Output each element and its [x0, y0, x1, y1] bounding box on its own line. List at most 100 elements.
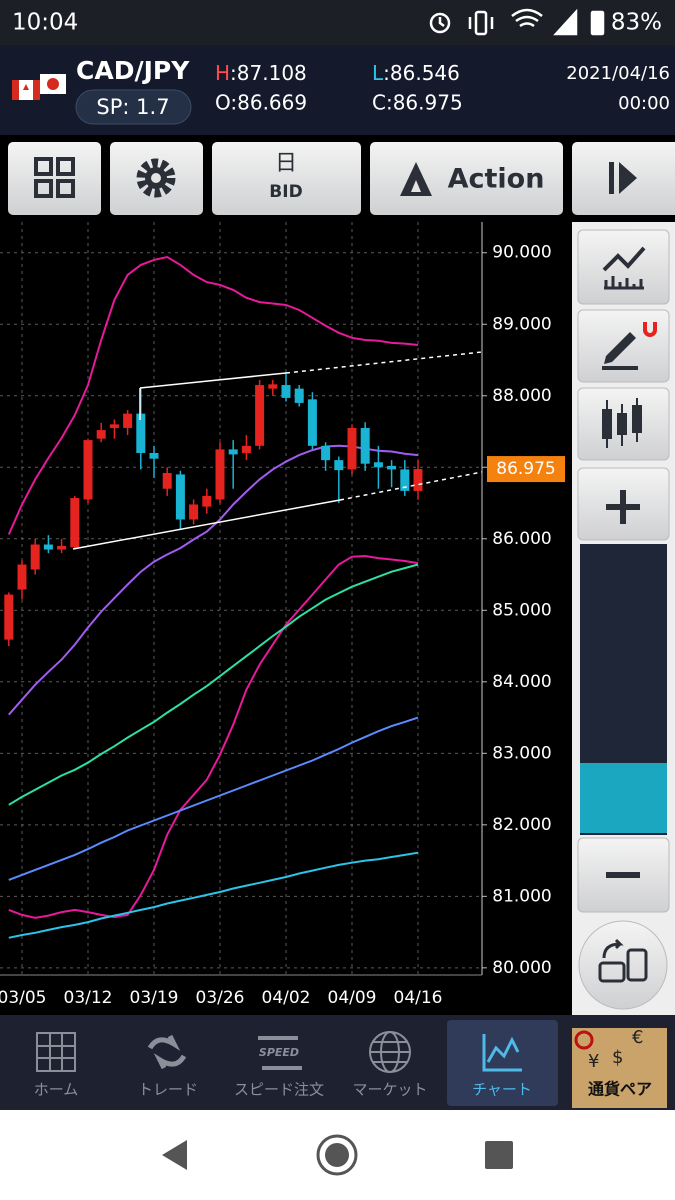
candle-style-button[interactable] [577, 387, 670, 461]
candle-body [17, 564, 27, 590]
icon-symbol: € [632, 1027, 643, 1048]
home-button[interactable] [316, 1134, 358, 1176]
low-value: :86.546 [383, 61, 460, 85]
candle-body [281, 385, 291, 398]
status-battery: 83% [611, 10, 662, 36]
nav-label: マーケット [352, 1081, 427, 1099]
candle-body [215, 449, 225, 500]
candle-body [294, 388, 304, 403]
action-label: Action [448, 164, 545, 195]
indicator-line [7, 255, 419, 535]
indicator-button[interactable] [577, 229, 670, 305]
candle-body [4, 594, 14, 640]
x-tick-label: 03/26 [196, 988, 245, 1008]
candle-body [70, 498, 80, 548]
spread: SP: 1.7 [96, 95, 169, 119]
candle-body [136, 413, 146, 453]
candle-body [30, 544, 40, 570]
zoom-out-button[interactable] [577, 837, 670, 913]
candle-body [347, 427, 357, 470]
plot [4, 255, 423, 939]
indicator-line [8, 563, 419, 806]
candle-body [149, 452, 159, 459]
layout-button[interactable] [8, 142, 101, 215]
header-time: 00:00 [618, 93, 670, 114]
candle-body [307, 399, 317, 446]
candle-body [175, 474, 185, 520]
y-tick-label: 85.000 [492, 600, 551, 620]
zoom-in-button[interactable] [577, 467, 670, 541]
candle-body [400, 469, 410, 491]
y-tick-label: 80.000 [492, 958, 551, 978]
low-price: L:86.546 [372, 61, 460, 85]
candle-body [202, 495, 212, 507]
nav-label: スピード注文 [234, 1081, 324, 1099]
trendlines [72, 351, 483, 550]
candle-body [109, 424, 119, 428]
y-tick-label: 81.000 [492, 886, 551, 906]
icon-symbol: ¥ [588, 1051, 599, 1072]
nav-label: トレード [138, 1081, 198, 1099]
candle-body [373, 462, 383, 468]
candle-body [268, 384, 278, 389]
chart: 80.000 81.000 82.000 83.000 84.000 85.000 86.0… [0, 222, 565, 1008]
recents-button[interactable] [485, 1141, 513, 1169]
status-bar [0, 0, 675, 45]
nav-labels: ホーム トレード スピード注文 マーケット チャート 通貨ペア [34, 1080, 652, 1099]
nav-icons [36, 1031, 522, 1073]
candle-body [189, 504, 199, 520]
zoom-slider[interactable] [580, 544, 667, 835]
candle-body [321, 445, 331, 461]
current-price-tag [487, 456, 565, 483]
speed-icon-label: SPEED [259, 1046, 299, 1059]
nav-label: チャート [472, 1081, 532, 1099]
nav-label: 通貨ペア [588, 1080, 652, 1099]
rotate-button[interactable] [578, 920, 668, 1010]
x-tick-label: 03/05 [0, 988, 47, 1008]
y-tick-label: 89.000 [492, 314, 551, 334]
nav-label: ホーム [34, 1081, 79, 1099]
price-type-label: BID [269, 182, 302, 202]
candle-body [413, 469, 423, 491]
y-tick-label: 84.000 [492, 672, 551, 692]
period-button[interactable]: 日 BID [212, 142, 361, 215]
candle-body [57, 545, 67, 550]
candle-body [123, 413, 133, 428]
candle-body [83, 440, 93, 500]
icon-symbol: $ [612, 1047, 623, 1068]
open-price: O:86.669 [215, 91, 307, 115]
candle-body [162, 473, 172, 489]
nav-selected-bg [447, 1020, 558, 1106]
candle-body [334, 460, 344, 471]
drawing-button[interactable] [577, 309, 670, 383]
candle-body [96, 430, 106, 439]
bottom-nav [0, 1015, 675, 1110]
status-time: 10:04 [12, 10, 78, 36]
y-tick-label: 86.000 [492, 529, 551, 549]
y-tick-label: 90.000 [492, 243, 551, 263]
indicator-line [8, 716, 419, 881]
x-tick-label: 04/16 [394, 988, 443, 1008]
candle-body [360, 427, 370, 464]
period-label: 日 [275, 151, 297, 176]
play-button[interactable] [572, 142, 675, 215]
settings-button[interactable] [110, 142, 203, 215]
back-button[interactable] [162, 1140, 187, 1170]
y-tick-label: 83.000 [492, 743, 551, 763]
current-price-label: 86.975 [496, 459, 555, 479]
x-tick-label: 03/19 [130, 988, 179, 1008]
indicator-line [8, 851, 419, 939]
x-tick-label: 04/02 [262, 988, 311, 1008]
low-key: L [372, 61, 384, 85]
spread-pill [75, 89, 192, 125]
action-button[interactable]: Action [370, 142, 563, 215]
candle-body [241, 445, 251, 453]
currency-pair: CAD/JPY [76, 56, 190, 85]
high-key: H [215, 61, 230, 85]
x-tick-label: 04/09 [328, 988, 377, 1008]
candle-body [255, 385, 265, 446]
candle-body [43, 544, 53, 550]
header-date: 2021/04/16 [566, 63, 670, 84]
